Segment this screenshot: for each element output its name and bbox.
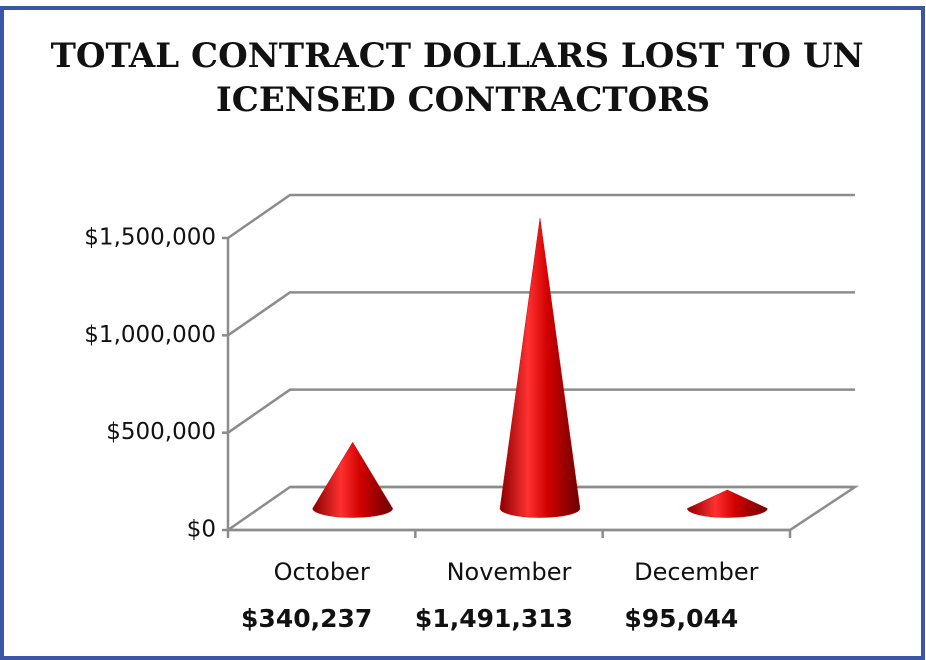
value-label: $1,491,313	[415, 604, 573, 633]
x-tick-label: December	[634, 558, 759, 586]
frame	[0, 6, 925, 660]
value-label: $340,237	[241, 604, 372, 633]
cone	[312, 441, 393, 518]
y-tick-label: $500,000	[106, 419, 216, 445]
x-tick-label: October	[274, 558, 370, 586]
y-tick-label: $0	[187, 517, 216, 543]
grid-line	[227, 388, 855, 434]
cone	[687, 489, 768, 518]
grid-line	[227, 193, 855, 240]
y-tick-label: $1,000,000	[84, 322, 216, 348]
cone	[499, 218, 581, 518]
title-line: ICENSED CONTRACTORS	[216, 80, 710, 120]
chart-title: TOTAL CONTRACT DOLLARS LOST TO UN ICENSE…	[51, 36, 876, 120]
x-tick-label: November	[447, 558, 572, 586]
grid-line	[227, 291, 855, 337]
value-label: $95,044	[624, 604, 738, 633]
title-line: TOTAL CONTRACT DOLLARS LOST TO UN	[51, 36, 864, 76]
grid-line	[227, 485, 855, 532]
y-tick-label: $1,500,000	[84, 225, 216, 251]
